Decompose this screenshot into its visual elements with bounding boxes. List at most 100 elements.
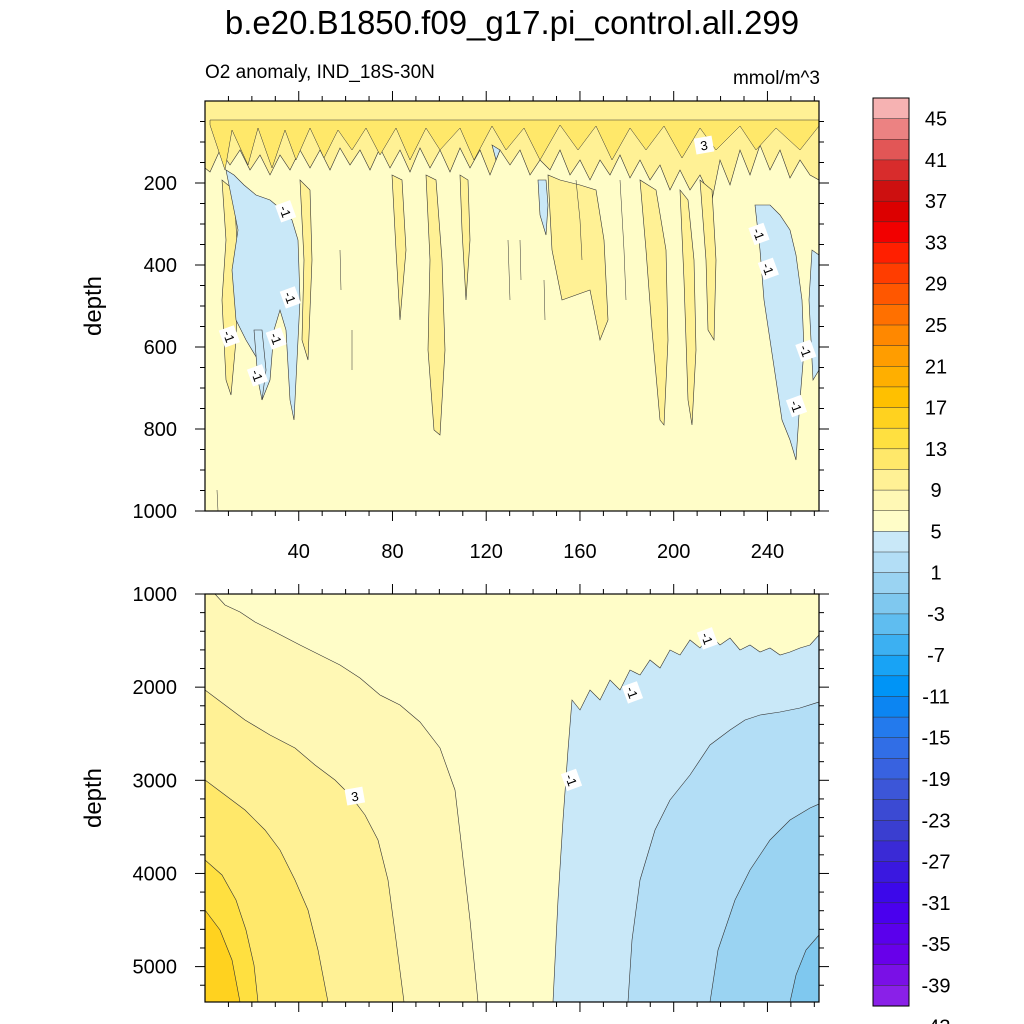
upper-axis-labels: 40 80 120 160 200 240 200 400 600 800 1000	[133, 173, 785, 563]
colorbar-swatch	[872, 386, 910, 409]
colorbar-label: -19	[922, 769, 951, 791]
upper-ytick-label: 200	[144, 173, 177, 195]
colorbar-swatch	[872, 613, 910, 636]
lower-contour-label-text: -1	[698, 631, 716, 647]
colorbar-frame	[872, 97, 910, 1007]
colorbar-swatch	[872, 407, 910, 429]
upper-contour-label-text: -1	[248, 368, 266, 384]
upper-contour-label-box	[757, 257, 779, 280]
colorbar-label: -43	[922, 1017, 951, 1024]
colorbar-swatch	[872, 943, 910, 966]
lower-contour-label-text: 3	[350, 789, 360, 805]
upper-yellow-plumes	[221, 174, 717, 436]
colorbar-label: 41	[925, 150, 947, 172]
colorbar-swatch	[872, 654, 910, 677]
upper-ytick-label: 1000	[133, 501, 178, 523]
colorbar-swatch	[872, 489, 910, 512]
lower-contour-labels: 3 -1 -1 -1	[344, 627, 719, 806]
colorbar-label: -11	[922, 686, 949, 708]
lower-contour-label: -1	[621, 681, 644, 704]
variable-subtitle: O2 anomaly, IND_18S-30N	[205, 62, 435, 83]
upper-xtick-label: 40	[288, 541, 310, 563]
upper-contour-label-box	[693, 135, 715, 155]
colorbar-label: 25	[925, 315, 947, 337]
lower-axis-labels: 1000 2000 3000 4000 5000	[133, 584, 178, 979]
upper-contour-label: -1	[748, 222, 770, 246]
colorbar-swatch	[872, 304, 910, 326]
colorbar-swatch	[872, 531, 910, 553]
colorbar-swatch	[872, 159, 910, 182]
upper-contour-label-box	[748, 222, 770, 246]
upper-contour-label-text: -1	[787, 398, 805, 414]
upper-contour-label: -1	[218, 325, 240, 348]
lower-contour-label: -1	[560, 768, 583, 792]
colorbar-swatch	[872, 634, 910, 656]
upper-contour-label: -1	[795, 339, 817, 362]
upper-contour-label: -1	[275, 200, 297, 223]
colorbar-swatch	[872, 118, 910, 140]
lower-ytick-label: 5000	[133, 957, 178, 979]
colorbar-label: -15	[922, 728, 951, 750]
upper-contour-label-text: -1	[281, 290, 299, 306]
colorbar-swatch	[872, 448, 910, 471]
colorbar-label: 21	[925, 356, 947, 378]
chart-title: b.e20.B1850.f09_g17.pi_control.all.299	[224, 4, 800, 41]
colorbar: 45 41 37 33 29 25 21 17 13 9 5 1 -3 -7 -11 -15 -19 -23 -27…	[872, 97, 951, 1024]
lower-ytick-label: 3000	[133, 770, 178, 792]
upper-contour-label-text: -1	[267, 331, 285, 347]
lower-band-negative-4	[789, 934, 819, 1002]
upper-surface-band-darker	[209, 119, 819, 171]
colorbar-swatch	[872, 324, 910, 347]
lower-contour-label-box	[621, 681, 644, 704]
colorbar-swatch	[872, 675, 910, 698]
colorbar-label: -23	[922, 810, 951, 832]
lower-contour-label: 3	[344, 786, 366, 806]
lower-contour-label-text: -1	[623, 685, 641, 701]
colorbar-swatch	[872, 902, 910, 925]
upper-contour-label-text: 3	[699, 138, 709, 154]
colorbar-label: -39	[922, 975, 951, 997]
colorbar-swatch	[872, 200, 910, 223]
colorbar-swatch	[872, 861, 910, 883]
lower-panel	[205, 594, 819, 1002]
lower-contour-label: -1	[696, 627, 719, 650]
colorbar-label: 37	[925, 191, 947, 213]
upper-ytick-label: 600	[144, 337, 177, 359]
colorbar-swatch	[872, 985, 910, 1007]
colorbar-swatch	[872, 737, 910, 759]
units-subtitle: mmol/m^3	[732, 68, 820, 89]
lower-ytick-label: 2000	[133, 677, 178, 699]
upper-ytick-label: 800	[144, 419, 177, 441]
upper-contour-label: 3	[693, 135, 715, 155]
lower-contour-label-box	[696, 627, 719, 650]
colorbar-label: 17	[925, 398, 947, 420]
colorbar-swatch	[872, 283, 910, 305]
lower-band-positive-5	[205, 909, 241, 1002]
colorbar-swatch	[872, 716, 910, 739]
upper-xtick-label: 240	[751, 541, 784, 563]
lower-contour-label-box	[344, 786, 366, 806]
upper-thin-contours	[216, 179, 627, 511]
colorbar-label: 9	[930, 480, 941, 502]
upper-xtick-label: 160	[563, 541, 596, 563]
lower-panel-frame	[204, 593, 820, 1003]
colorbar-swatch	[872, 139, 910, 161]
colorbar-swatch	[872, 366, 910, 388]
lower-ytick-label: 1000	[133, 584, 178, 606]
upper-contour-label-box	[785, 394, 808, 418]
lower-ylabel: depth	[80, 768, 107, 828]
colorbar-label: -31	[922, 893, 951, 915]
colorbar-swatch	[872, 427, 910, 450]
upper-contour-label-box	[218, 325, 240, 348]
upper-ytick-label: 400	[144, 255, 177, 277]
colorbar-swatch	[872, 758, 910, 780]
lower-contour-label-box	[560, 768, 583, 792]
upper-contour-label: -1	[757, 257, 779, 280]
colorbar-swatch	[872, 242, 910, 264]
lower-band-negative-3	[709, 803, 819, 1002]
colorbar-label: -35	[922, 934, 951, 956]
upper-contour-label-box	[279, 286, 301, 309]
upper-contour-label-text: -1	[759, 261, 777, 277]
colorbar-label: 45	[925, 109, 947, 131]
